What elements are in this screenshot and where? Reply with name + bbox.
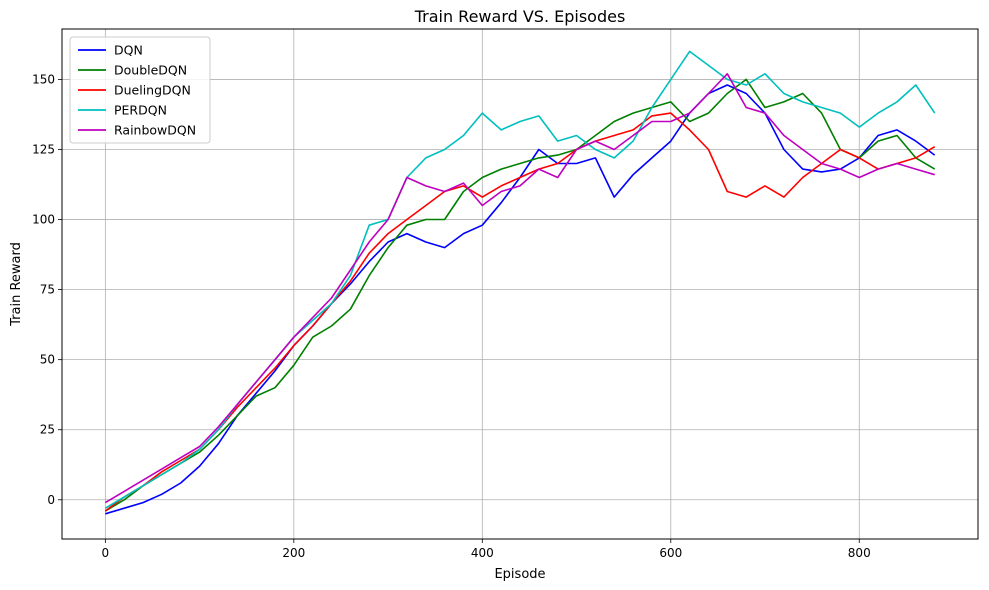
series-line-rainbowdqn (104, 73, 935, 504)
legend-label-dqn: DQN (114, 43, 143, 58)
axis-ticks: 0 200 400 600 800 0 25 50 75 100 125 150 (32, 72, 871, 560)
y-axis-label: Train Reward (9, 242, 24, 327)
x-tick-label: 600 (659, 546, 682, 560)
y-tick-label: 0 (47, 493, 55, 507)
y-tick-label: 150 (32, 72, 55, 86)
y-tick-label: 100 (32, 213, 55, 227)
x-tick-label: 200 (282, 546, 305, 560)
series-line-perdqn (104, 50, 936, 509)
legend-label-doubledqn: DoubleDQN (114, 63, 187, 78)
legend-box (69, 36, 211, 144)
series-lines (104, 50, 936, 515)
plot-frame (61, 28, 979, 540)
x-tick-label: 800 (848, 546, 871, 560)
y-tick-label: 125 (32, 142, 55, 156)
x-axis-label: Episode (494, 567, 545, 582)
legend-label-rainbowdqn: RainbowDQN (114, 123, 196, 138)
y-tick-label: 75 (40, 283, 55, 297)
legend-label-duelingdqn: DuelingDQN (114, 83, 191, 98)
series-line-doubledqn (104, 78, 936, 512)
legend-label-perdqn: PERDQN (114, 103, 167, 118)
legend: DQN DoubleDQN DuelingDQN PERDQN RainbowDQN (69, 36, 211, 144)
x-tick-label: 0 (102, 546, 110, 560)
y-tick-label: 50 (40, 353, 55, 367)
y-tick-label: 25 (40, 423, 55, 437)
chart-title: Train Reward VS. Episodes (414, 7, 626, 26)
x-tick-label: 400 (471, 546, 494, 560)
series-line-duelingdqn (104, 112, 936, 512)
